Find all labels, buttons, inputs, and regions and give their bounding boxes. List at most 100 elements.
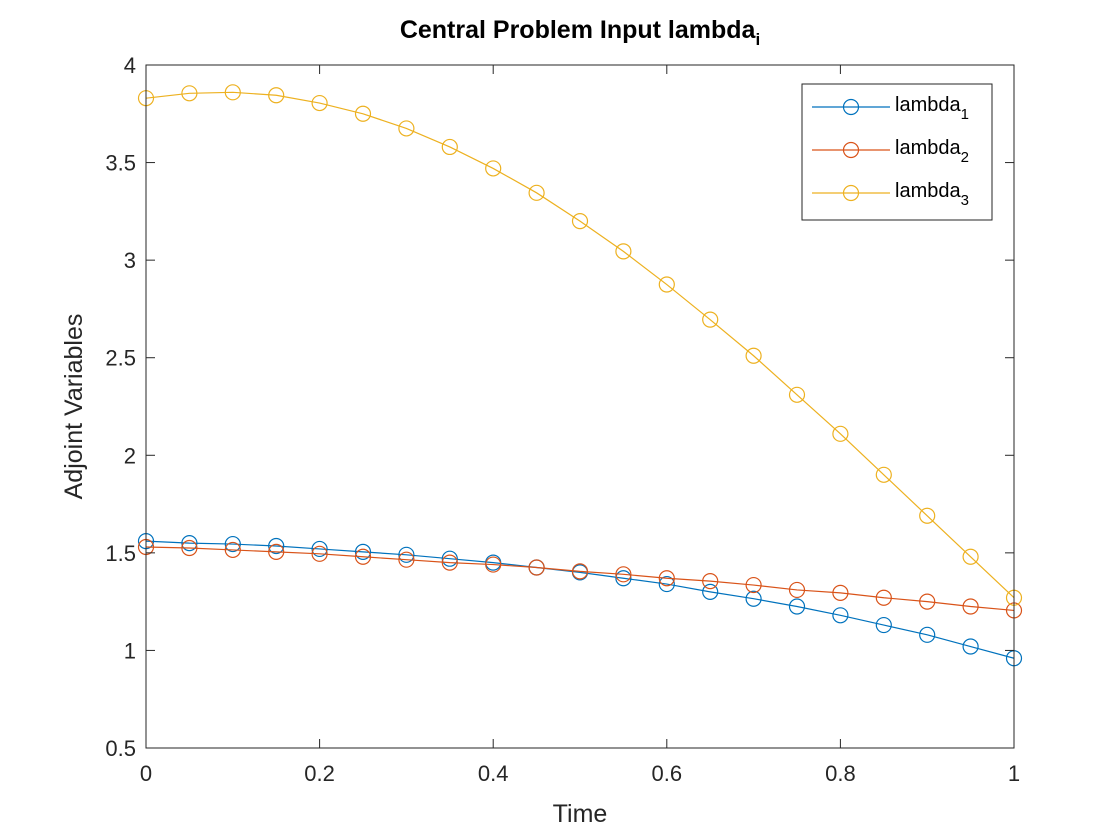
series-2-point — [485, 556, 502, 573]
series-3-point — [962, 548, 979, 565]
legend-item-2: lambda2 — [812, 137, 969, 166]
series-2-point — [268, 543, 285, 560]
series-3-point — [832, 425, 849, 442]
series-1-point — [919, 626, 936, 643]
series-3-point — [441, 138, 458, 156]
series-3-point — [398, 120, 415, 137]
series-2-point — [832, 584, 849, 601]
legend-item-1: lambda1 — [812, 94, 969, 123]
series-3-point — [615, 243, 632, 260]
series-2-point — [788, 581, 806, 599]
legend-label-subscript: 3 — [961, 192, 969, 209]
chart-title-subscript: i — [755, 30, 760, 49]
y-axis-label: Adjoint Variables — [60, 314, 88, 500]
series-1-point — [181, 534, 198, 552]
series-1-point — [224, 535, 241, 553]
legend-label-1: lambda1 — [895, 94, 969, 123]
y-tick-label: 3 — [124, 248, 136, 273]
legend-item-3: lambda3 — [812, 180, 969, 209]
y-tick-label: 1.5 — [105, 541, 136, 566]
series-2-point — [181, 539, 198, 557]
legend-label-subscript: 2 — [961, 149, 969, 166]
series-1 — [137, 533, 1023, 667]
legend-label-name: lambda — [895, 137, 961, 159]
chart-title-main: Central Problem Input lambda — [400, 16, 757, 44]
x-tick-label: 0 — [140, 761, 152, 786]
series-1-point — [832, 607, 849, 624]
series-1-point — [615, 570, 632, 587]
series-3-point — [919, 507, 936, 524]
series-3-point — [702, 311, 719, 328]
series-1-line — [145, 540, 1015, 659]
legend-label-name: lambda — [895, 180, 961, 202]
series-1-point — [441, 550, 458, 567]
series-3-point — [745, 347, 762, 364]
x-tick-label: 0.8 — [825, 761, 856, 786]
series-1-point — [268, 537, 285, 555]
series-2-point — [441, 554, 458, 571]
x-tick-label: 0.6 — [652, 761, 683, 786]
legend-label-name: lambda — [895, 94, 961, 116]
series-layer — [137, 84, 1023, 667]
series-3-point — [354, 105, 372, 122]
series-2-point — [571, 563, 589, 580]
series-2-point — [962, 598, 979, 615]
axes-box — [145, 64, 1015, 749]
x-tick-label: 0.4 — [478, 761, 509, 786]
series-3-point — [224, 84, 241, 101]
series-1-point — [658, 575, 675, 593]
series-3-point — [571, 213, 589, 230]
series-2-point — [702, 573, 719, 590]
ticks-layer: 0 0.2 0.4 0.6 0.8 1 0.5 1 1.5 2 2.5 3 3.5 4 — [105, 53, 1020, 786]
series-1-point — [788, 598, 806, 615]
y-tick-label: 4 — [124, 53, 136, 78]
legend-label-subscript: 1 — [961, 106, 969, 123]
series-2-point — [919, 593, 936, 610]
series-2-point — [875, 589, 892, 606]
series-2-point — [615, 566, 632, 583]
series-3-point — [181, 85, 198, 102]
x-tick-label: 1 — [1008, 761, 1020, 786]
y-tick-label: 2 — [124, 443, 136, 468]
series-3-point — [788, 386, 806, 403]
series-2-point — [528, 559, 545, 576]
y-tick-label: 3.5 — [105, 151, 136, 176]
legend-marker-3 — [842, 184, 860, 202]
series-1-point — [354, 543, 372, 560]
y-tick-label: 2.5 — [105, 346, 136, 371]
series-2-point — [398, 551, 415, 568]
series-2-point — [311, 545, 328, 562]
series-2-line — [145, 546, 1015, 612]
series-2-point — [224, 541, 241, 559]
y-tick-label: 1 — [124, 638, 136, 663]
series-3-point — [658, 276, 675, 293]
y-tick-label: 0.5 — [105, 736, 136, 761]
series-3-point — [528, 184, 545, 201]
series-2-point — [658, 570, 675, 587]
series-1-point — [875, 616, 892, 634]
series-1-point — [398, 546, 415, 563]
series-3-point — [268, 87, 285, 104]
x-axis-label: Time — [553, 800, 608, 828]
series-2-point — [745, 576, 762, 594]
series-3-point — [875, 466, 892, 483]
legend-label-3: lambda3 — [895, 180, 969, 209]
series-3-point — [311, 94, 328, 112]
legend-marker-1 — [842, 98, 860, 116]
series-2-point — [354, 548, 372, 565]
series-1-point — [702, 583, 719, 600]
series-1-point — [311, 540, 328, 558]
chart-title: Central Problem Input lambdai — [400, 16, 760, 49]
legend-label-2: lambda2 — [895, 137, 969, 166]
x-tick-label: 0.2 — [304, 761, 335, 786]
series-3-line — [145, 91, 1015, 599]
series-3-point — [485, 160, 502, 177]
series-3 — [137, 84, 1023, 606]
series-1-point — [745, 590, 762, 607]
series-2 — [137, 538, 1023, 619]
series-1-point — [962, 638, 979, 655]
legend-marker-2 — [842, 141, 860, 159]
